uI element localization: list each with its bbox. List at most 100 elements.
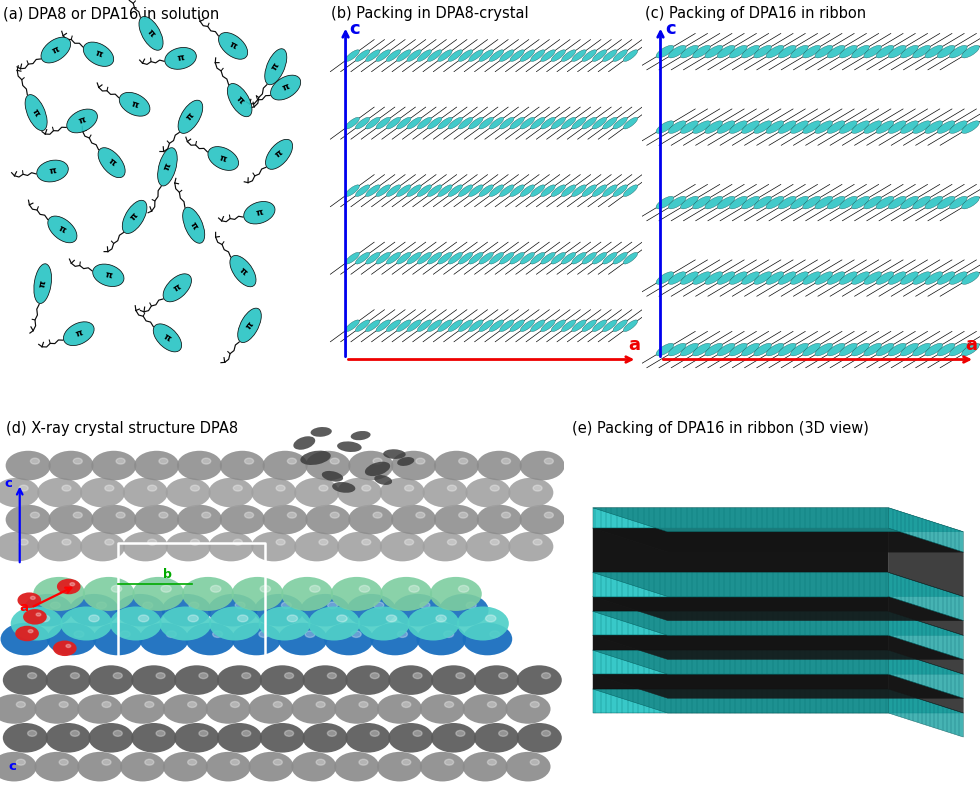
Ellipse shape [541, 253, 556, 264]
Ellipse shape [376, 185, 390, 197]
Ellipse shape [603, 185, 617, 197]
Polygon shape [888, 650, 963, 698]
Text: (c) Packing of DPA16 in ribbon: (c) Packing of DPA16 in ribbon [645, 6, 866, 21]
Circle shape [37, 532, 82, 561]
Circle shape [287, 458, 296, 464]
Circle shape [362, 539, 370, 545]
Circle shape [220, 504, 265, 534]
Circle shape [30, 512, 39, 518]
Ellipse shape [754, 343, 771, 356]
Polygon shape [593, 572, 963, 597]
Polygon shape [888, 674, 963, 713]
Text: π: π [255, 208, 264, 218]
Circle shape [6, 451, 51, 480]
Circle shape [116, 512, 125, 518]
Ellipse shape [417, 320, 431, 331]
Circle shape [388, 665, 433, 695]
Ellipse shape [863, 272, 882, 284]
Ellipse shape [937, 120, 955, 134]
Circle shape [476, 504, 521, 534]
Ellipse shape [693, 120, 710, 134]
Ellipse shape [668, 196, 686, 209]
Circle shape [83, 577, 134, 611]
Circle shape [27, 631, 38, 637]
Ellipse shape [438, 117, 452, 129]
Circle shape [277, 623, 327, 656]
Circle shape [231, 577, 283, 611]
Text: π: π [145, 28, 157, 39]
Circle shape [120, 752, 165, 781]
Circle shape [476, 451, 521, 480]
Ellipse shape [479, 320, 493, 331]
Ellipse shape [562, 320, 576, 331]
Ellipse shape [925, 120, 943, 134]
Circle shape [485, 615, 496, 622]
Circle shape [334, 694, 379, 724]
Ellipse shape [937, 272, 955, 284]
Ellipse shape [803, 120, 820, 134]
Circle shape [134, 504, 179, 534]
Ellipse shape [427, 117, 442, 129]
Ellipse shape [901, 272, 918, 284]
Ellipse shape [321, 471, 343, 482]
Ellipse shape [571, 320, 586, 331]
Circle shape [380, 478, 425, 508]
Ellipse shape [603, 253, 617, 264]
Ellipse shape [754, 196, 771, 209]
Circle shape [30, 597, 35, 600]
Circle shape [114, 673, 122, 678]
Circle shape [16, 626, 39, 641]
Ellipse shape [468, 253, 483, 264]
Ellipse shape [803, 272, 820, 284]
Circle shape [177, 451, 222, 480]
Circle shape [416, 458, 425, 464]
Ellipse shape [397, 253, 411, 264]
Circle shape [116, 458, 125, 464]
Circle shape [131, 665, 176, 695]
Circle shape [177, 504, 222, 534]
Ellipse shape [766, 343, 784, 356]
Circle shape [17, 701, 25, 708]
Circle shape [456, 673, 465, 678]
Circle shape [419, 694, 465, 724]
Text: π: π [270, 61, 281, 72]
Circle shape [77, 694, 122, 724]
Circle shape [330, 512, 339, 518]
Circle shape [66, 645, 71, 648]
Ellipse shape [754, 46, 771, 58]
Ellipse shape [791, 46, 808, 58]
Ellipse shape [876, 120, 894, 134]
Circle shape [431, 723, 476, 752]
Ellipse shape [925, 46, 943, 58]
Ellipse shape [153, 324, 181, 352]
Circle shape [422, 532, 467, 561]
Text: π: π [30, 107, 42, 118]
Circle shape [430, 577, 482, 611]
Circle shape [431, 665, 476, 695]
Ellipse shape [64, 322, 94, 345]
Ellipse shape [510, 117, 524, 129]
Circle shape [28, 630, 33, 633]
Ellipse shape [791, 343, 808, 356]
Ellipse shape [754, 120, 771, 134]
Ellipse shape [693, 343, 710, 356]
Ellipse shape [366, 117, 380, 129]
Circle shape [242, 730, 251, 737]
Ellipse shape [840, 343, 858, 356]
Circle shape [287, 512, 296, 518]
Circle shape [162, 594, 212, 626]
Ellipse shape [827, 120, 845, 134]
Ellipse shape [592, 253, 607, 264]
Ellipse shape [468, 320, 483, 331]
Ellipse shape [592, 50, 607, 61]
Ellipse shape [366, 253, 380, 264]
Circle shape [490, 485, 499, 491]
Ellipse shape [356, 117, 369, 129]
Ellipse shape [937, 196, 955, 209]
Circle shape [231, 623, 281, 656]
Circle shape [245, 512, 254, 518]
Circle shape [456, 730, 465, 737]
Circle shape [284, 673, 294, 678]
Ellipse shape [530, 50, 545, 61]
Ellipse shape [852, 120, 869, 134]
